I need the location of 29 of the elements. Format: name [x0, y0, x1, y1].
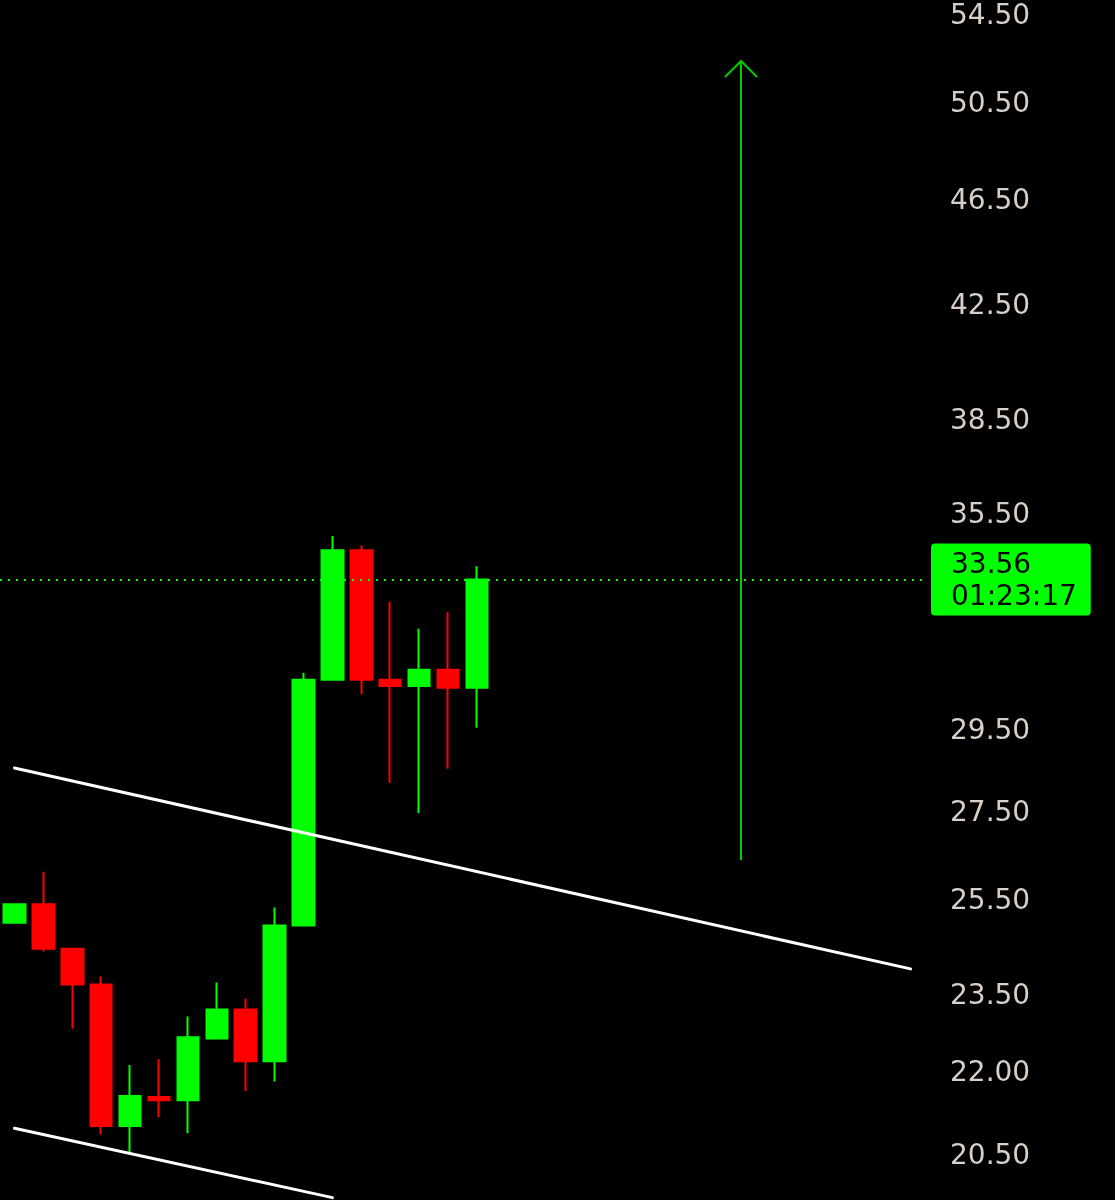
candlestick: [205, 981, 229, 1040]
y-tick-label: 54.50: [950, 0, 1031, 31]
y-tick-label: 29.50: [950, 713, 1031, 747]
y-tick-label: 27.50: [950, 795, 1031, 829]
y-tick-label: 46.50: [950, 182, 1031, 216]
y-tick-label: 20.50: [950, 1137, 1031, 1171]
candlestick: [118, 1063, 142, 1153]
candlestick: [89, 975, 113, 1136]
y-tick-label: 22.00: [950, 1055, 1031, 1089]
candlestick: [147, 1058, 171, 1119]
candlestick: [378, 600, 402, 784]
ref-line-label: 33.56: [951, 546, 1032, 580]
text: 01:23:17: [951, 578, 1077, 612]
candlestick: [31, 870, 56, 953]
candlestick: [291, 671, 316, 927]
candlestick: [2, 903, 27, 924]
candlestick: [436, 611, 460, 770]
y-tick-label: 50.50: [950, 86, 1031, 120]
y-tick-label: 23.50: [950, 978, 1031, 1012]
candlestick: [233, 997, 258, 1093]
candlestick: [349, 544, 374, 695]
candlestick: [262, 906, 287, 1083]
y-tick-label: 38.50: [950, 402, 1031, 436]
candlestick: [176, 1015, 200, 1135]
y-tick-label: 35.50: [950, 497, 1031, 531]
candlestick: [60, 947, 85, 1030]
y-tick-label: 42.50: [950, 287, 1031, 321]
y-tick-label: 25.50: [950, 883, 1031, 917]
candlestick: [407, 627, 431, 814]
